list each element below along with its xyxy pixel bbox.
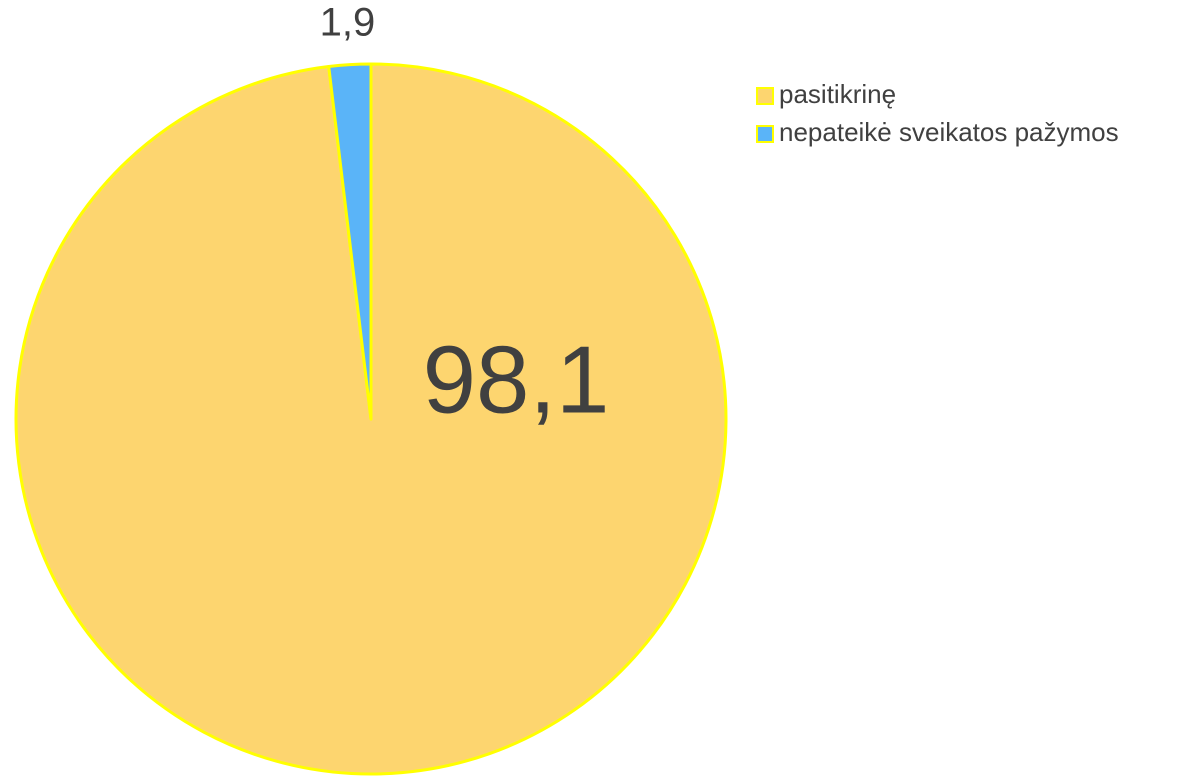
pie-slice (327, 62, 373, 421)
legend-swatch (756, 125, 774, 143)
data-label: 98,1 (423, 326, 610, 433)
legend-swatch (756, 87, 774, 105)
data-label: 1,9 (320, 0, 376, 44)
legend-label: nepateikė sveikatos pažymos (779, 117, 1119, 147)
legend-label: pasitikrinę (779, 79, 896, 109)
